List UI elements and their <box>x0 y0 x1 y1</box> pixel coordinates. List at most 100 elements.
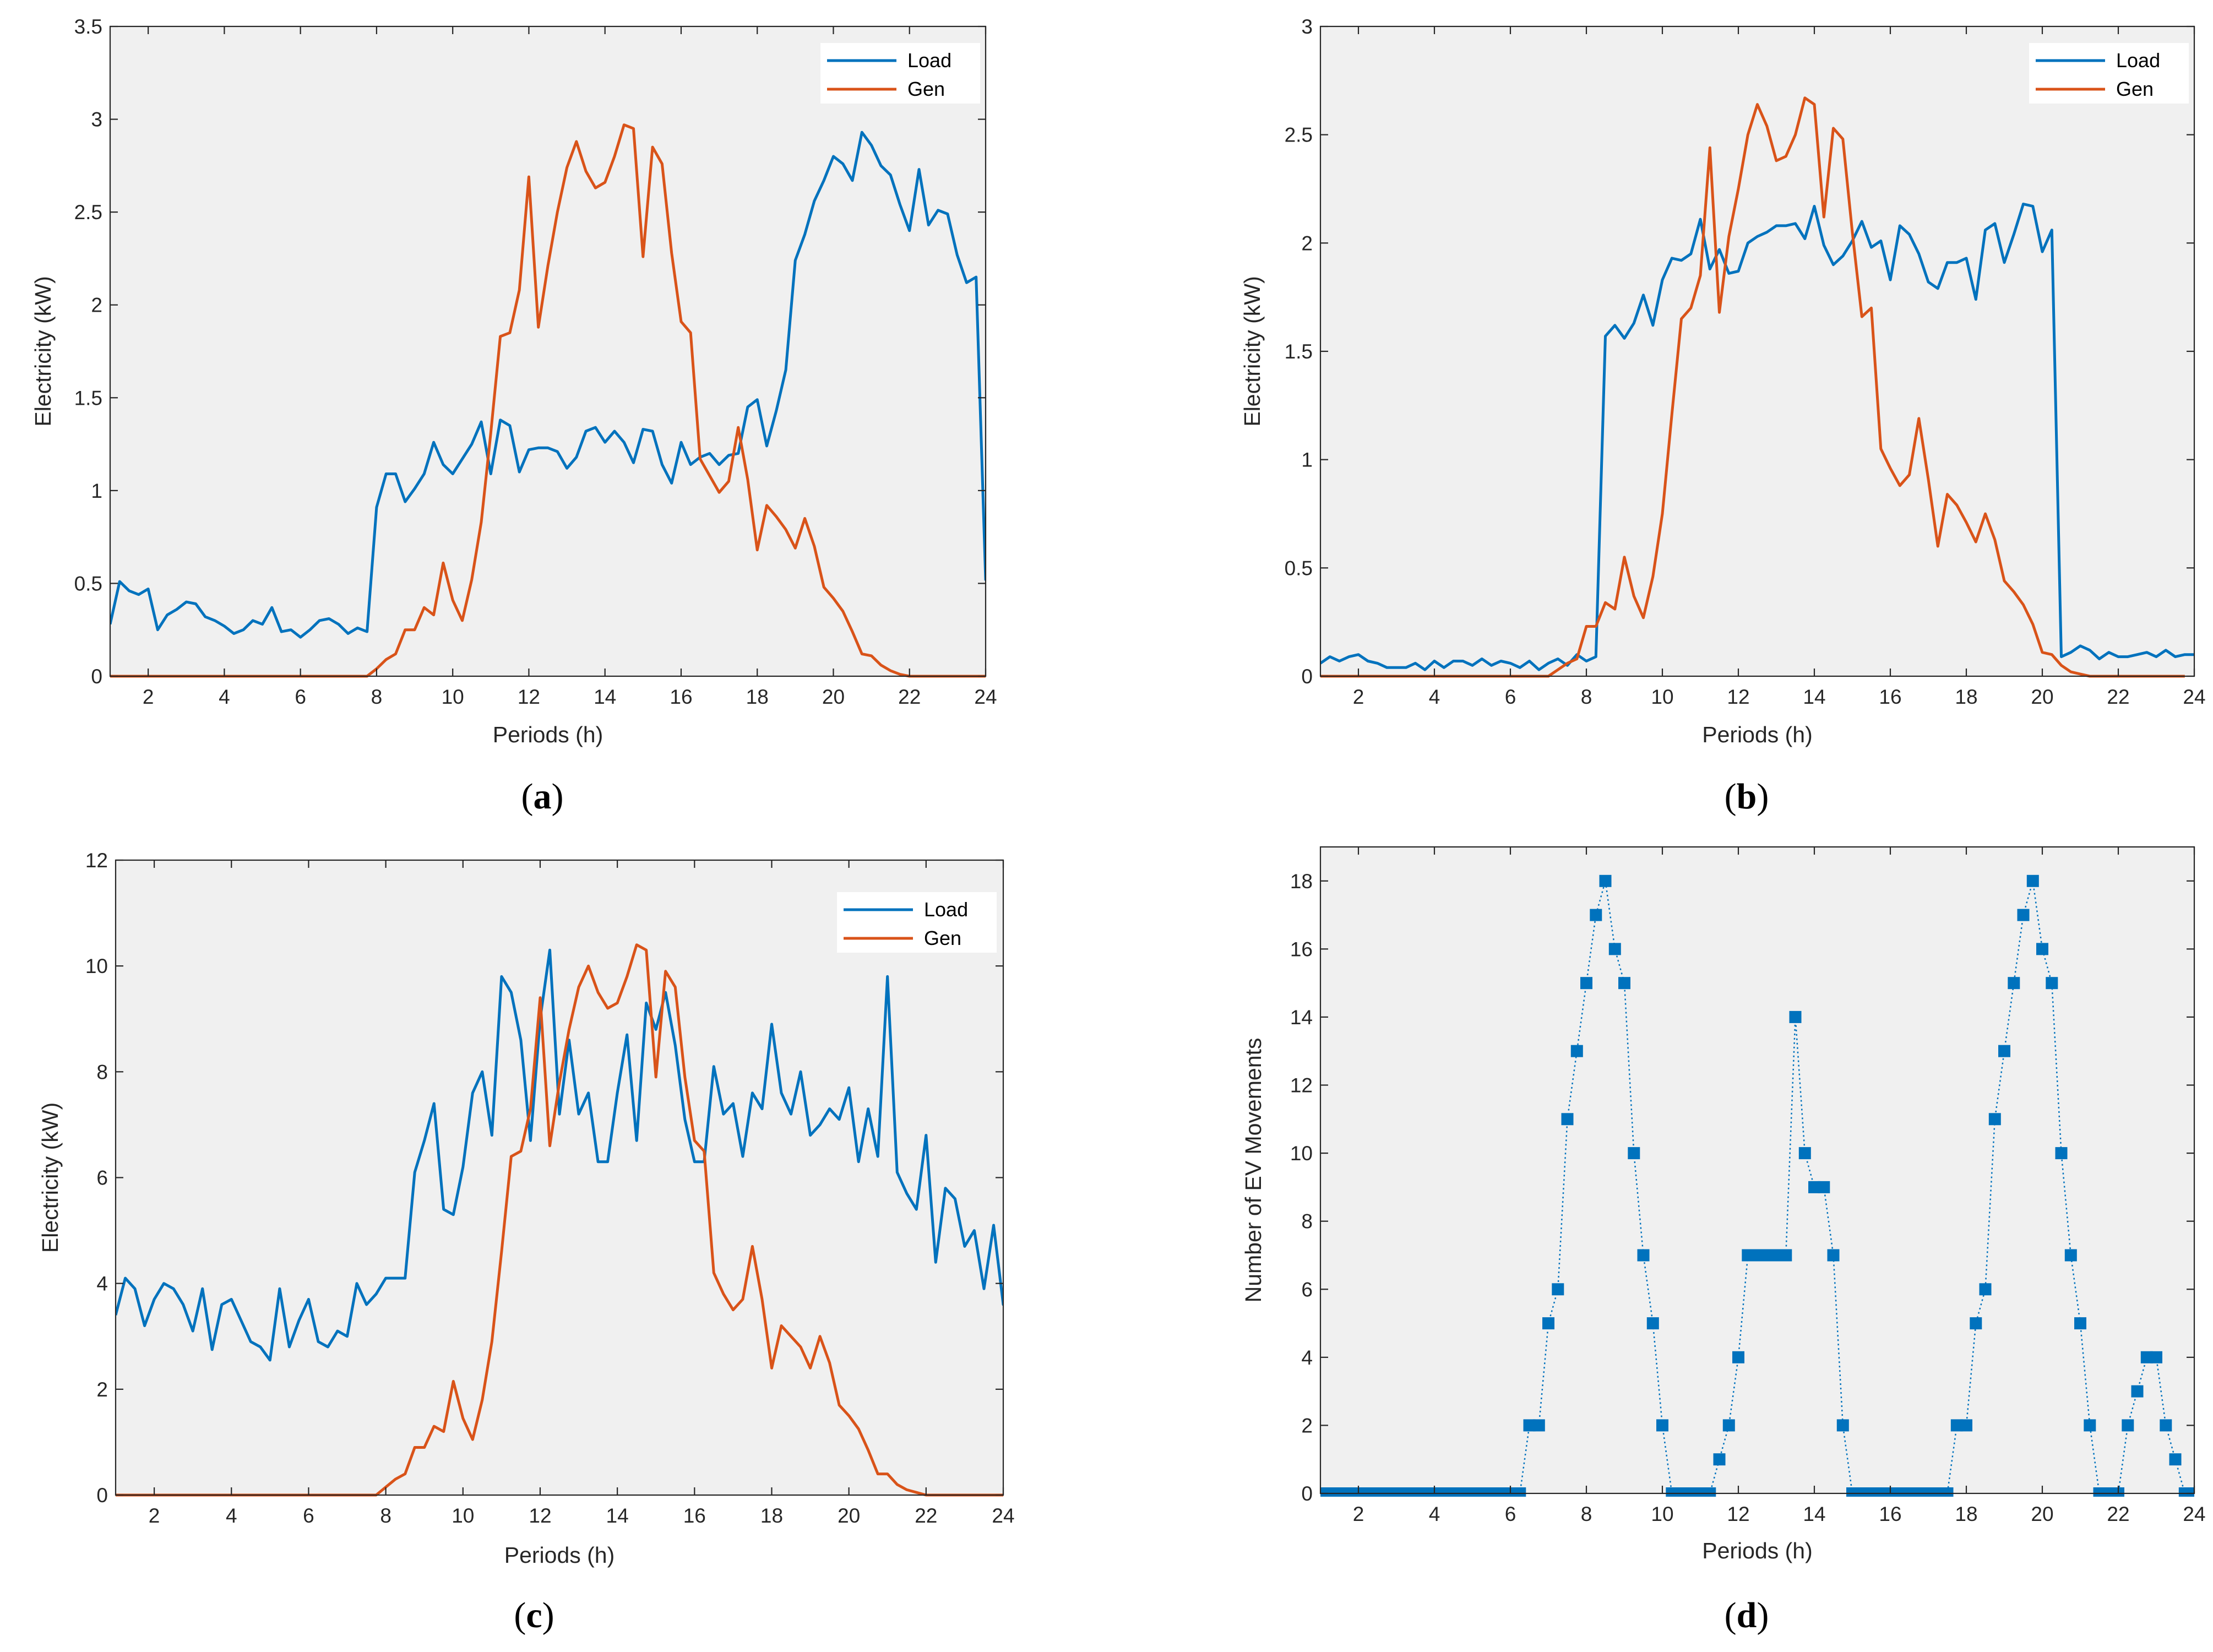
data-point <box>2160 1419 2172 1432</box>
x-tick-label: 22 <box>915 1504 937 1527</box>
data-point <box>2074 1317 2086 1330</box>
legend-box <box>837 892 997 953</box>
y-tick-label: 3.5 <box>74 15 102 38</box>
axes-frame-a <box>109 25 987 677</box>
data-point <box>1846 1487 1858 1497</box>
data-point <box>1798 1147 1811 1160</box>
legend-label-load: Load <box>924 898 968 921</box>
data-point <box>2046 977 2058 990</box>
data-point <box>1760 1249 1773 1262</box>
x-tick-label: 18 <box>1955 1503 1977 1525</box>
plot-area-b <box>1320 26 2194 676</box>
y-tick-label: 1.5 <box>74 387 102 409</box>
y-tick-label: 10 <box>85 955 108 977</box>
caption-d: (d) <box>1725 1595 1769 1635</box>
data-point <box>1456 1487 1469 1497</box>
data-point <box>1865 1487 1878 1497</box>
y-tick-label: 8 <box>1301 1210 1313 1233</box>
x-tick-label: 14 <box>1803 686 1825 708</box>
y-tick-label: 3 <box>91 108 102 131</box>
legend-c: Load Gen <box>837 892 997 953</box>
x-tick-label: 2 <box>1353 1503 1364 1525</box>
data-point <box>1324 1487 1336 1497</box>
data-point <box>1836 1419 1849 1432</box>
data-point <box>2064 1249 2077 1262</box>
x-tick-label: 12 <box>1727 686 1749 708</box>
data-point <box>1599 874 1612 887</box>
x-tick-label: 8 <box>380 1504 392 1527</box>
y-tick-label: 2 <box>96 1378 108 1401</box>
y-tick-label: 0 <box>1301 1482 1313 1505</box>
y-tick-label: 2 <box>1301 1414 1313 1437</box>
data-point <box>1608 943 1621 955</box>
x-tick-label: 20 <box>838 1504 860 1527</box>
x-tick-label: 12 <box>529 1504 551 1527</box>
x-tick-label: 10 <box>1651 1503 1673 1525</box>
data-point <box>1856 1487 1868 1497</box>
panel-a: (a) <box>521 776 564 817</box>
x-tick-label: 18 <box>1955 686 1977 708</box>
y-tick-label: 18 <box>1290 870 1313 893</box>
data-point <box>1646 1317 1659 1330</box>
data-point <box>1438 1487 1450 1497</box>
data-point <box>1960 1419 1972 1432</box>
x-tick-label: 16 <box>683 1504 706 1527</box>
x-tick-label: 6 <box>295 686 306 708</box>
x-tick-label: 24 <box>992 1504 1014 1527</box>
data-point <box>1998 1045 2010 1057</box>
data-point <box>1494 1487 1507 1497</box>
data-point <box>1418 1487 1431 1497</box>
plot-area-c <box>116 860 1003 1495</box>
data-point <box>1342 1487 1355 1497</box>
data-point <box>2131 1385 2144 1398</box>
caption-a: (a) <box>521 776 564 817</box>
x-tick-label: 22 <box>2107 1503 2129 1525</box>
data-point <box>1950 1419 1963 1432</box>
data-point <box>1808 1181 1820 1193</box>
x-tick-label: 4 <box>226 1504 237 1527</box>
data-point <box>1666 1487 1678 1497</box>
y-tick-label: 12 <box>85 849 108 872</box>
data-point <box>1390 1487 1402 1497</box>
data-point <box>1704 1487 1716 1497</box>
y-axis-label: Electricity (kW) <box>37 1102 63 1253</box>
x-tick-label: 12 <box>1727 1503 1749 1525</box>
data-point <box>1656 1419 1668 1432</box>
data-point <box>1362 1487 1374 1497</box>
data-point <box>1542 1317 1554 1330</box>
x-tick-label: 2 <box>143 686 154 708</box>
data-point <box>1770 1249 1782 1262</box>
data-point <box>2169 1453 2182 1466</box>
data-point <box>1320 1487 1326 1497</box>
data-point <box>1694 1487 1706 1497</box>
x-axis-label: Periods (h) <box>504 1542 615 1568</box>
data-point <box>1684 1487 1697 1497</box>
y-axis-label: Electricity (kW) <box>30 276 56 426</box>
y-tick-label: 2 <box>1301 232 1313 254</box>
data-point <box>1561 1113 1574 1126</box>
series-line-load <box>116 948 1003 1362</box>
y-tick-label: 14 <box>1290 1006 1313 1029</box>
y-tick-label: 2 <box>91 294 102 317</box>
data-point <box>1628 1147 1640 1160</box>
data-point <box>1523 1419 1536 1432</box>
data-point <box>1922 1487 1934 1497</box>
legend-label-gen: Gen <box>2116 78 2154 100</box>
x-tick-label: 6 <box>303 1504 314 1527</box>
data-point <box>1618 977 1630 990</box>
chart-b: 2 4 6 8 10 12 14 16 18 20 22 2400.511.522.53Periods… <box>1239 15 2206 747</box>
data-point <box>2008 977 2020 990</box>
data-point <box>1447 1487 1460 1497</box>
data-point <box>1485 1487 1498 1497</box>
x-tick-label: 10 <box>442 686 464 708</box>
data-point <box>1466 1487 1478 1497</box>
x-tick-label: 12 <box>518 686 540 708</box>
data-point <box>1970 1317 1982 1330</box>
data-point <box>1590 909 1602 921</box>
data-point <box>2140 1351 2153 1363</box>
x-axis-label: Periods (h) <box>1702 1538 1813 1563</box>
y-tick-label: 0 <box>91 665 102 688</box>
panel-d: (d) <box>1725 1595 1769 1635</box>
data-point <box>1780 1249 1792 1262</box>
data-point <box>1371 1487 1384 1497</box>
